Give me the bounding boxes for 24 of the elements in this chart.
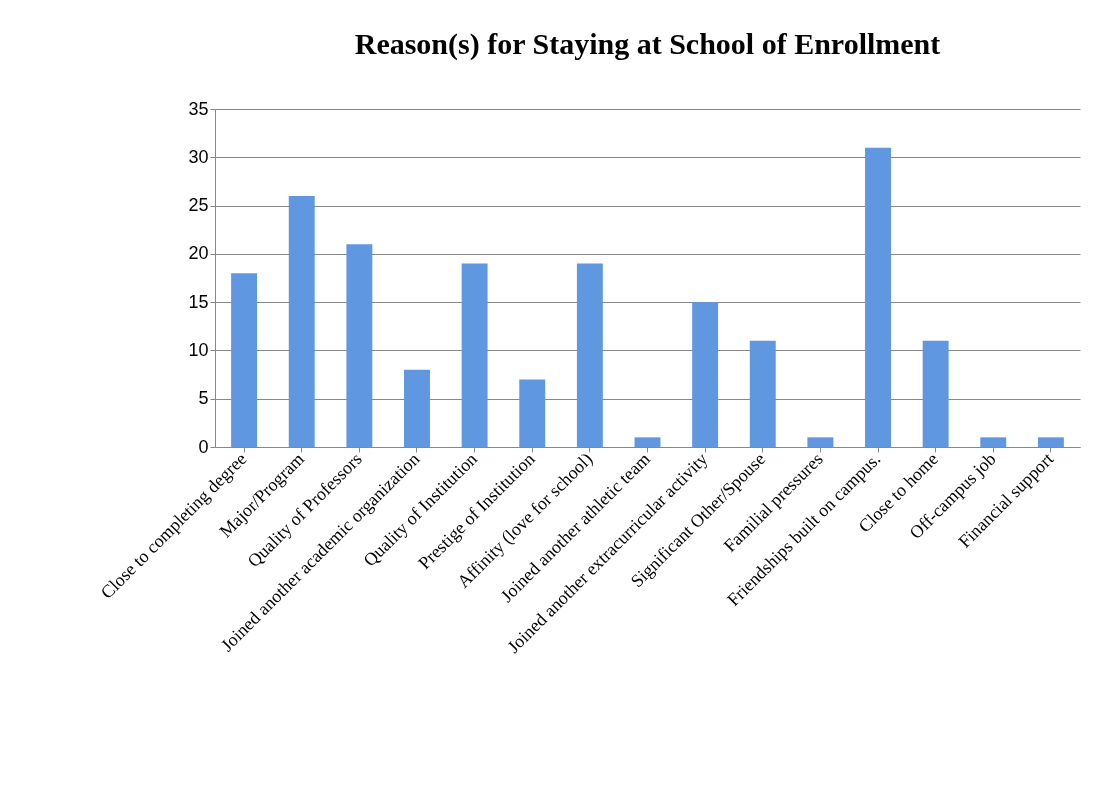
bar: [231, 273, 258, 447]
bar: [922, 340, 949, 447]
y-tick-label: 25: [188, 195, 209, 216]
y-tick-label: 20: [188, 243, 209, 264]
y-tick-label: 10: [188, 339, 209, 360]
y-tick-label: 5: [198, 388, 209, 409]
bar: [980, 437, 1007, 447]
bar: [865, 147, 891, 447]
bar: [1037, 437, 1064, 447]
bar: [288, 195, 315, 447]
bar: [519, 379, 546, 447]
bar: [404, 369, 430, 447]
y-tick-label: 0: [198, 436, 209, 457]
bar: [807, 437, 834, 447]
bar: [634, 437, 661, 447]
y-tick-label: 15: [188, 291, 209, 312]
bar: [461, 263, 488, 447]
bar: [346, 244, 373, 447]
y-tick-label: 35: [188, 98, 209, 119]
bar: [749, 340, 776, 447]
bar: [692, 302, 719, 447]
bar: [576, 263, 603, 447]
y-tick-label: 30: [188, 146, 209, 167]
chart-title: Reason(s) for Staying at School of Enrollment: [354, 27, 941, 61]
